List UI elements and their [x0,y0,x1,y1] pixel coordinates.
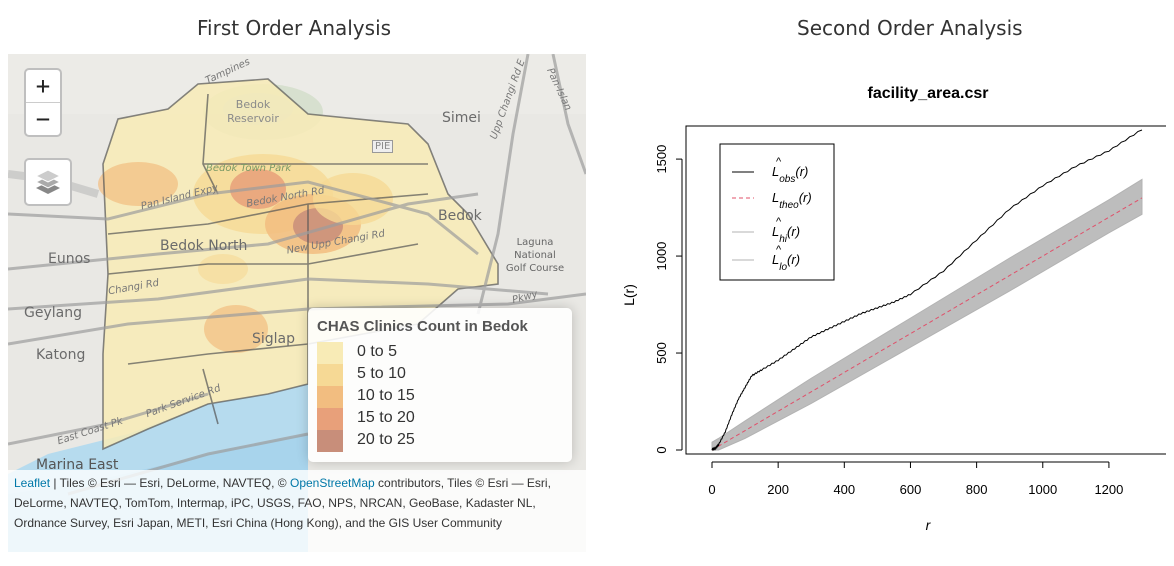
x-tick-label: 1200 [1094,482,1123,497]
label-laguna: Laguna National Golf Course [505,237,565,274]
legend-label: 15 to 20 [357,409,415,426]
legend-entry: Lobs(r) [772,164,808,185]
y-tick-label: 0 [654,446,669,453]
legend-swatch [317,430,343,452]
label-bedok-town-park: Bedok Town Park [206,163,292,174]
legend-swatch [317,342,343,364]
label-geylang: Geylang [24,305,82,321]
map-legend: CHAS Clinics Count in Bedok 0 to 5 5 to … [308,308,572,462]
legend-swatch [317,386,343,408]
legend-label: 0 to 5 [357,343,398,360]
y-tick-label: 1500 [654,145,669,174]
x-tick-label: 200 [767,482,789,497]
x-tick-label: 0 [708,482,715,497]
label-pie: PIE [372,140,394,153]
legend-label: 20 to 25 [357,431,415,448]
first-order-title: First Order Analysis [197,16,392,40]
label-bedok-reservoir: Bedok Reservoir [227,98,279,125]
x-tick-label: 1000 [1028,482,1057,497]
openstreetmap-link[interactable]: OpenStreetMap [289,476,375,490]
x-tick-label: 800 [966,482,988,497]
label-bedok-north: Bedok North [160,238,248,254]
legend-label: 5 to 10 [357,365,406,382]
legend-hat: ^ [776,156,782,168]
y-axis-label: L(r) [621,284,637,306]
obs-line [711,129,1143,452]
attribution-text-2: contributors, Tiles © Esri — Esri, DeLor… [14,476,551,530]
chart-legend: Lobs(r)^Ltheo(r)Lhi(r)^Llo(r)^ [719,143,835,281]
label-marina-east: Marina East [36,457,119,473]
legend-entry: Ltheo(r) [772,190,812,211]
chart-title: facility_area.csr [868,85,989,102]
leaflet-link[interactable]: Leaflet [14,476,51,490]
second-order-title: Second Order Analysis [797,16,1023,40]
label-simei: Simei [442,110,481,126]
lines-layer [711,129,1143,452]
x-tick-label: 400 [833,482,855,497]
map-attribution: Leaflet | Tiles © Esri — Esri, DeLorme, … [8,470,586,552]
x-axis: 0 200 400 600 800 1000 1200 [708,461,1123,497]
label-bedok: Bedok [438,208,482,224]
y-tick-label: 1000 [654,242,669,271]
envelope-layer [711,178,1143,451]
layers-control-button[interactable] [24,158,72,206]
x-axis-label: r [926,517,932,533]
legend-hat: ^ [776,244,782,256]
layers-icon [34,169,62,194]
legend-title: CHAS Clinics Count in Bedok [317,318,528,335]
zoom-in-button[interactable]: + [35,72,51,100]
attribution-text: | Tiles © Esri — Esri, DeLorme, NAVTEQ, … [50,476,290,490]
x-tick-label: 600 [900,482,922,497]
legend-swatch [317,364,343,386]
zoom-out-button[interactable]: − [26,102,60,135]
legend-entry: Llo(r) [772,252,800,273]
legend-hat: ^ [776,216,782,228]
theo-line [711,197,1143,451]
bedok-map[interactable]: Bedok Reservoir Simei PIE Bedok Town Par… [8,54,586,552]
label-eunos: Eunos [48,251,91,267]
plot-frame [685,125,1166,455]
zoom-control: + − [24,68,62,137]
second-order-chart: facility_area.csr 0 200 400 600 800 1000 1200 … [621,85,1166,533]
legend-entry: Lhi(r) [772,224,800,245]
label-siglap: Siglap [252,331,296,347]
y-axis: 0 500 1000 1500 [654,145,683,454]
legend-swatch [317,408,343,430]
label-katong: Katong [36,347,86,363]
legend-label: 10 to 15 [357,387,415,404]
y-tick-label: 500 [654,342,669,364]
envelope-band [711,178,1143,451]
chart-legend-box [719,143,835,281]
